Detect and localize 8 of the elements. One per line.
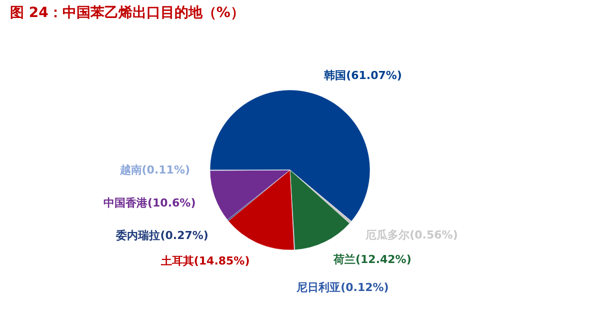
slice-label: 韩国(61.07%) <box>323 68 402 82</box>
slice-label: 委内瑞拉(0.27%) <box>115 229 208 242</box>
slice-label: 越南(0.11%) <box>118 163 190 176</box>
slice-label: 尼日利亚(0.12%) <box>296 280 389 294</box>
slice-label: 中国香港(10.6%) <box>104 196 196 210</box>
slice-label: 土耳其(14.85%) <box>160 254 250 268</box>
chart-title: 图 24：中国苯乙烯出口目的地（%） <box>10 5 244 21</box>
slice-label: 荷兰(12.42%) <box>332 253 412 266</box>
